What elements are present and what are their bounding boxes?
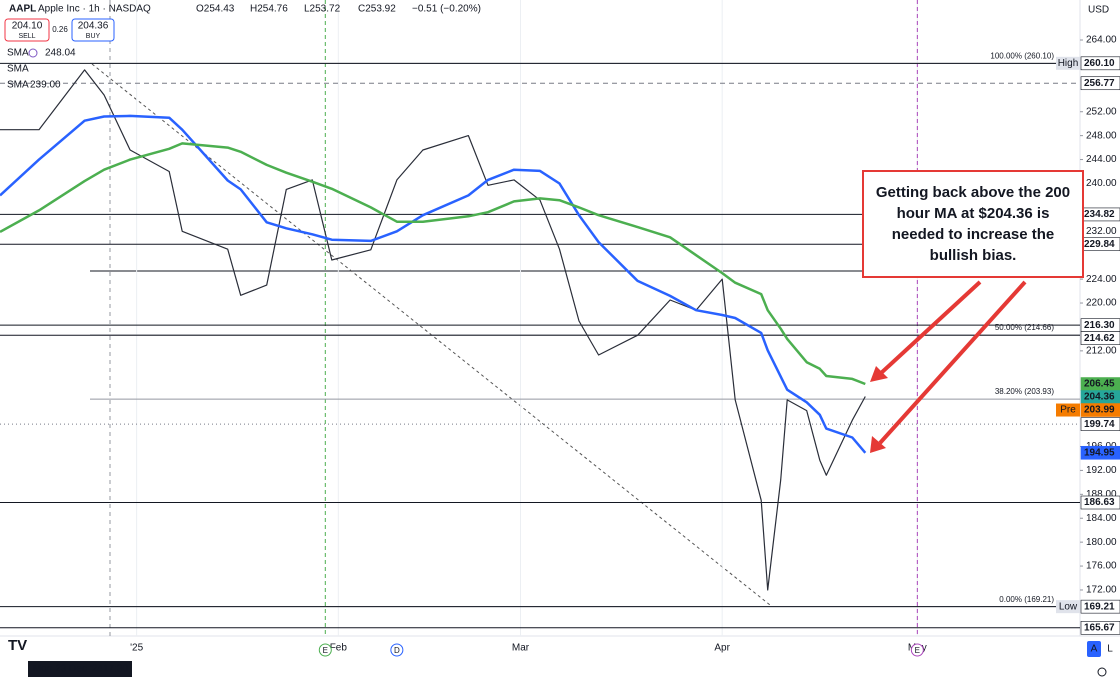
y-tick-label: 248.00 (1086, 130, 1117, 141)
price-label: 229.84 (1084, 239, 1115, 250)
ohlc-high: H254.76 (250, 4, 288, 15)
price-tag: Low (1059, 601, 1078, 612)
ohlc-change: −0.51 (−0.20%) (412, 4, 481, 15)
price-tag: High (1058, 58, 1079, 69)
price-label-bg (1080, 56, 1120, 71)
y-tick-label: 220.00 (1086, 298, 1117, 309)
price-tag-bg (1056, 56, 1080, 70)
event-label: E (323, 646, 328, 655)
arrow (878, 280, 1027, 445)
y-tick-label: 224.00 (1086, 274, 1117, 285)
price-label-bg (1080, 495, 1120, 510)
buy-price[interactable]: 204.36 (78, 21, 109, 32)
y-tick-label: 172.00 (1086, 585, 1117, 596)
fib-label: 100.00% (260.10) (990, 51, 1054, 60)
fib-label: 38.20% (203.93) (995, 387, 1054, 396)
x-tick-label: Apr (714, 643, 730, 654)
event-marker (390, 643, 404, 657)
arrow (878, 280, 982, 376)
event-label: E (915, 646, 920, 655)
annotation: Getting back above the 200 hour MA at $2… (862, 170, 1084, 278)
y-tick-label: 192.00 (1086, 465, 1117, 476)
price-label: 216.30 (1084, 320, 1115, 331)
price-label: 214.62 (1084, 333, 1115, 344)
crosshair-time: 17:30 (103, 664, 128, 675)
legend-value: 248.04 (45, 48, 76, 59)
price-label: 234.82 (1084, 209, 1115, 220)
auto-scale-button[interactable] (1087, 641, 1101, 657)
price-line-series (0, 69, 866, 591)
price-tag-bg (1056, 600, 1080, 614)
price-label: 199.74 (1084, 419, 1115, 430)
arrow-head (870, 366, 888, 382)
price-label: 204.36 (1084, 392, 1115, 403)
price-label: 165.67 (1084, 622, 1115, 633)
price-label-bg (1080, 599, 1120, 614)
y-tick-label: 264.00 (1086, 35, 1117, 46)
ohlc-low: L253.72 (304, 4, 341, 15)
price-label-bg (1080, 417, 1120, 431)
price-label: 203.99 (1084, 405, 1115, 416)
price-label: 260.10 (1084, 58, 1115, 69)
logo: TV (8, 637, 27, 654)
event-marker (318, 643, 332, 657)
y-tick-label: 232.00 (1086, 226, 1117, 237)
auto-scale-label[interactable]: A (1091, 644, 1098, 655)
arrow-head (870, 436, 886, 453)
price-label-bg (1080, 76, 1120, 91)
y-tick-label: 188.00 (1086, 489, 1117, 500)
price-label: 206.45 (1084, 379, 1115, 390)
crosshair-label-bg (28, 661, 132, 677)
currency[interactable]: USD (1088, 5, 1109, 16)
price-label: 186.63 (1084, 497, 1115, 508)
symbol-description: Apple Inc · 1h · NASDAQ (38, 4, 151, 15)
symbol: AAPL (9, 4, 36, 15)
settings-icon[interactable] (1097, 667, 1107, 677)
legend-name: SMA (7, 80, 29, 91)
buy-button[interactable] (71, 18, 115, 42)
ohlc-open: O254.43 (196, 4, 235, 15)
moving-average (0, 142, 866, 386)
price-label-bg (1080, 403, 1120, 417)
moving-average (0, 114, 867, 454)
x-tick-label: '25 (130, 643, 143, 654)
price-label-bg (1080, 621, 1120, 635)
price-label-bg (1080, 331, 1120, 345)
y-tick-label: 244.00 (1086, 154, 1117, 165)
price-label: 194.95 (1084, 447, 1115, 458)
fib-label: 0.00% (169.21) (999, 595, 1054, 604)
y-tick-label: 252.00 (1086, 106, 1117, 117)
crosshair-date: Mon 23 Dec '24 (33, 664, 103, 675)
fib-label: 50.00% (214.66) (995, 323, 1054, 332)
buy-label[interactable]: BUY (86, 33, 101, 40)
y-tick-label: 184.00 (1086, 513, 1117, 524)
y-tick-label: 176.00 (1086, 561, 1117, 572)
y-tick-label: 212.00 (1086, 345, 1117, 356)
legend-name: SMA (7, 64, 29, 75)
x-tick-label: Mar (512, 643, 530, 654)
legend-icon[interactable] (28, 48, 38, 58)
log-scale-label[interactable]: L (1107, 644, 1113, 655)
spread: 0.26 (52, 25, 68, 34)
price-label-bg (1080, 445, 1120, 460)
sell-label[interactable]: SELL (18, 33, 35, 40)
legend-name: SMA (7, 48, 29, 59)
sell-price[interactable]: 204.10 (12, 21, 43, 32)
price-label: 256.77 (1084, 78, 1115, 89)
x-tick-label: Feb (330, 643, 348, 654)
event-marker (910, 643, 924, 657)
legend-value: 239.00 (30, 80, 61, 91)
price-tag: Pre (1060, 405, 1076, 416)
y-tick-label: 240.00 (1086, 178, 1117, 189)
event-label: D (394, 646, 400, 655)
y-tick-label: 180.00 (1086, 537, 1117, 548)
price-label: 169.21 (1084, 601, 1115, 612)
ohlc-close: C253.92 (358, 4, 396, 15)
price-tag-bg (1056, 403, 1080, 417)
sell-button[interactable] (4, 18, 50, 42)
